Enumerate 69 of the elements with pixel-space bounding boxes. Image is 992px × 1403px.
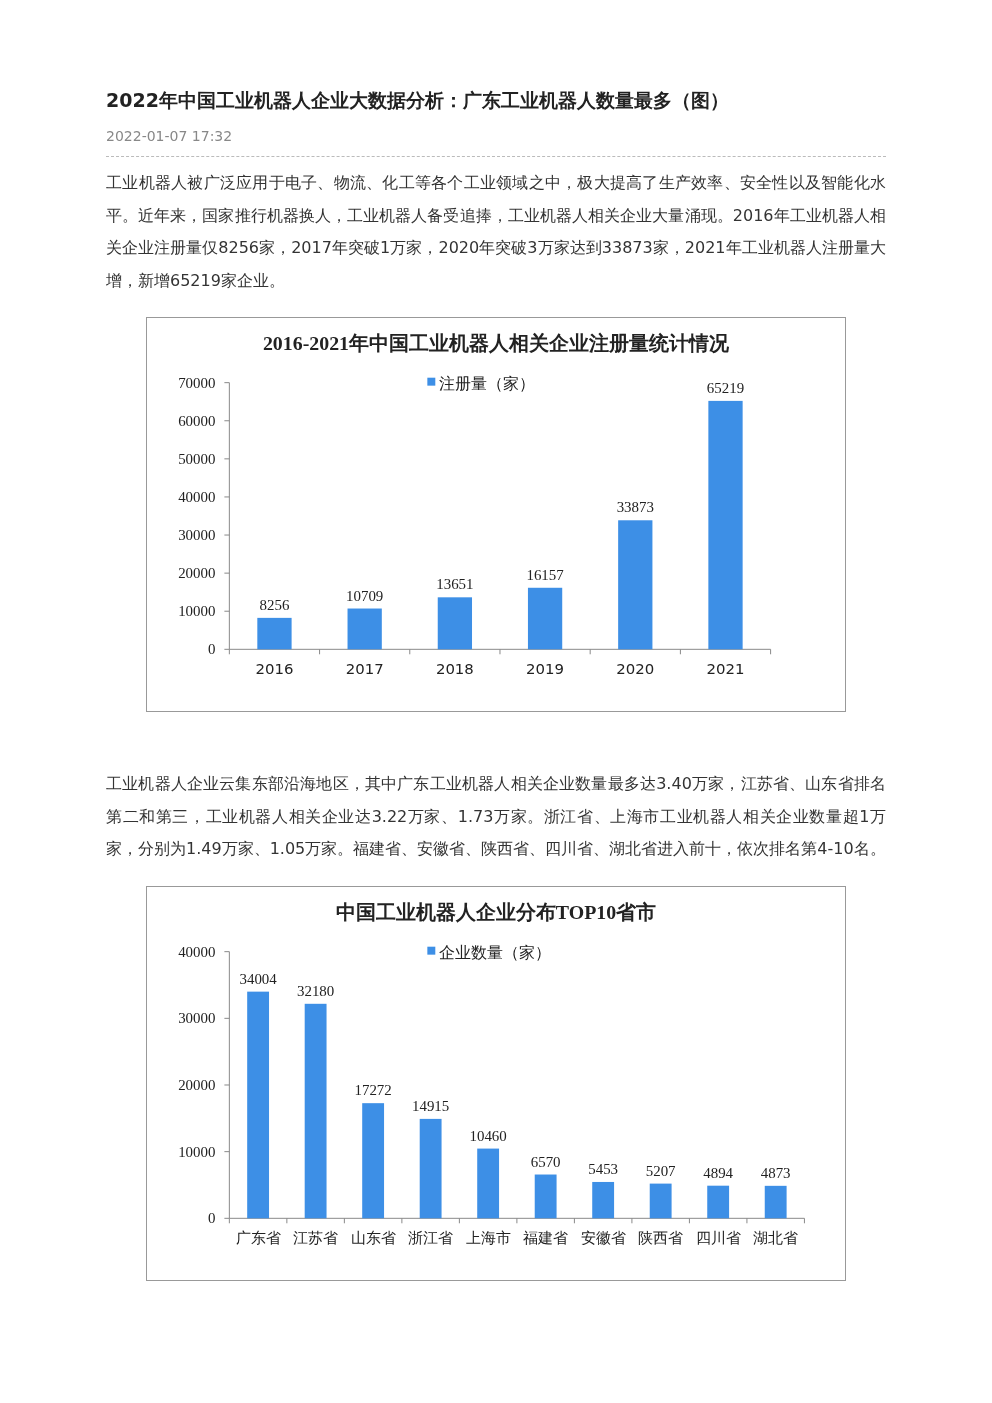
data-label: 6570 (530, 1153, 561, 1170)
bar (257, 617, 292, 650)
y-tick-label: 40000 (178, 488, 216, 505)
x-tick-label: 江苏省 (293, 1228, 339, 1247)
data-label: 33873 (616, 499, 654, 516)
bar (347, 608, 382, 650)
data-label: 32180 (296, 982, 335, 999)
bar (649, 1183, 672, 1218)
y-tick-label: 10000 (178, 1143, 216, 1160)
bar (362, 1102, 385, 1218)
x-tick-label: 四川省 (695, 1228, 741, 1247)
y-tick-label: 0 (207, 641, 216, 658)
bar (247, 991, 270, 1218)
y-tick-label: 50000 (178, 450, 216, 467)
text: 工业机器人企业云集东部沿海地区，其中广东工业机器人相关企业数量最多达3.40万家，江苏省、山东省排名第二和第三，工业机器人相关企业达3.22万家、1.73万家。浙江省、上海市工业机器人相关企业数量超1万家，分别为1.49万家、1.05万家。福建省、安徽省、陕西省、四川省、湖北省进入前十，依次排名第4-10名。 (106, 773, 886, 860)
x-tick-label: 2020 (616, 660, 655, 679)
data-label: 10460 (469, 1127, 507, 1144)
bar (419, 1118, 442, 1218)
y-tick-label: 40000 (178, 943, 216, 960)
data-label: 13651 (436, 576, 474, 593)
bar (437, 597, 473, 650)
data-label: 34004 (239, 970, 278, 987)
x-tick-label: 湖北省 (753, 1228, 799, 1247)
y-tick-label: 0 (207, 1209, 216, 1226)
x-tick-label: 广东省 (235, 1228, 281, 1247)
bar (618, 520, 653, 650)
data-label: 16157 (526, 566, 565, 583)
data-label: 65219 (706, 379, 745, 396)
x-tick-label: 2021 (706, 660, 745, 679)
bar (477, 1148, 500, 1218)
y-tick-label: 60000 (178, 412, 216, 429)
y-tick-label: 20000 (178, 565, 216, 582)
data-label: 5207 (645, 1162, 677, 1179)
data-label: 14915 (412, 1097, 450, 1114)
x-tick-label: 2018 (435, 660, 474, 679)
bar (708, 400, 743, 650)
bar (707, 1185, 730, 1218)
data-label: 8256 (259, 596, 290, 613)
data-label: 5453 (588, 1160, 619, 1177)
data-label: 4873 (760, 1164, 791, 1181)
y-tick-label: 30000 (178, 1009, 216, 1026)
text: 2022年中国工业机器人企业大数据分析：广东工业机器人数量最多（图） (106, 88, 730, 113)
x-tick-label: 2017 (345, 660, 384, 679)
chart-title: 2016-2021年中国工业机器人相关企业注册量统计情况 (262, 331, 731, 354)
x-tick-label: 安徽省 (580, 1228, 626, 1247)
bar (527, 587, 563, 650)
text: 工业机器人被广泛应用于电子、物流、化工等各个工业领域之中，极大提高了生产效率、安全性以及智能化水平。近年来，国家推行机器换人，工业机器人备受追捧，工业机器人相关企业大量涌现。2016年工业机器人相关企业注册量仅8256家，2017年突破1万家，2020年突破3万家达到33873家，2021年工业机器人注册量大增，新增65219家企业。 (106, 172, 886, 292)
x-tick-label: 上海市 (465, 1228, 511, 1247)
x-tick-label: 2016 (255, 660, 294, 679)
data-label: 4894 (703, 1164, 734, 1181)
data-label: 17272 (354, 1081, 392, 1098)
x-tick-label: 陕西省 (638, 1228, 684, 1247)
legend-label: 企业数量（家） (439, 942, 552, 962)
x-tick-label: 2019 (526, 660, 565, 679)
x-tick-label: 福建省 (523, 1228, 569, 1247)
chart-title: 中国工业机器人企业分布TOP10省市 (335, 900, 657, 923)
text: 2022-01-07 17:32 (106, 128, 886, 157)
bar (534, 1174, 557, 1218)
y-tick-label: 20000 (178, 1076, 216, 1093)
y-tick-label: 10000 (178, 603, 216, 620)
y-tick-label: 70000 (178, 374, 216, 391)
y-tick-label: 30000 (178, 527, 216, 544)
legend-label: 注册量（家） (439, 373, 536, 393)
x-tick-label: 浙江省 (408, 1228, 454, 1247)
bar (764, 1185, 787, 1218)
bar (592, 1181, 615, 1218)
x-tick-label: 山东省 (350, 1228, 396, 1247)
data-label: 10709 (346, 587, 384, 604)
bar (304, 1003, 327, 1218)
